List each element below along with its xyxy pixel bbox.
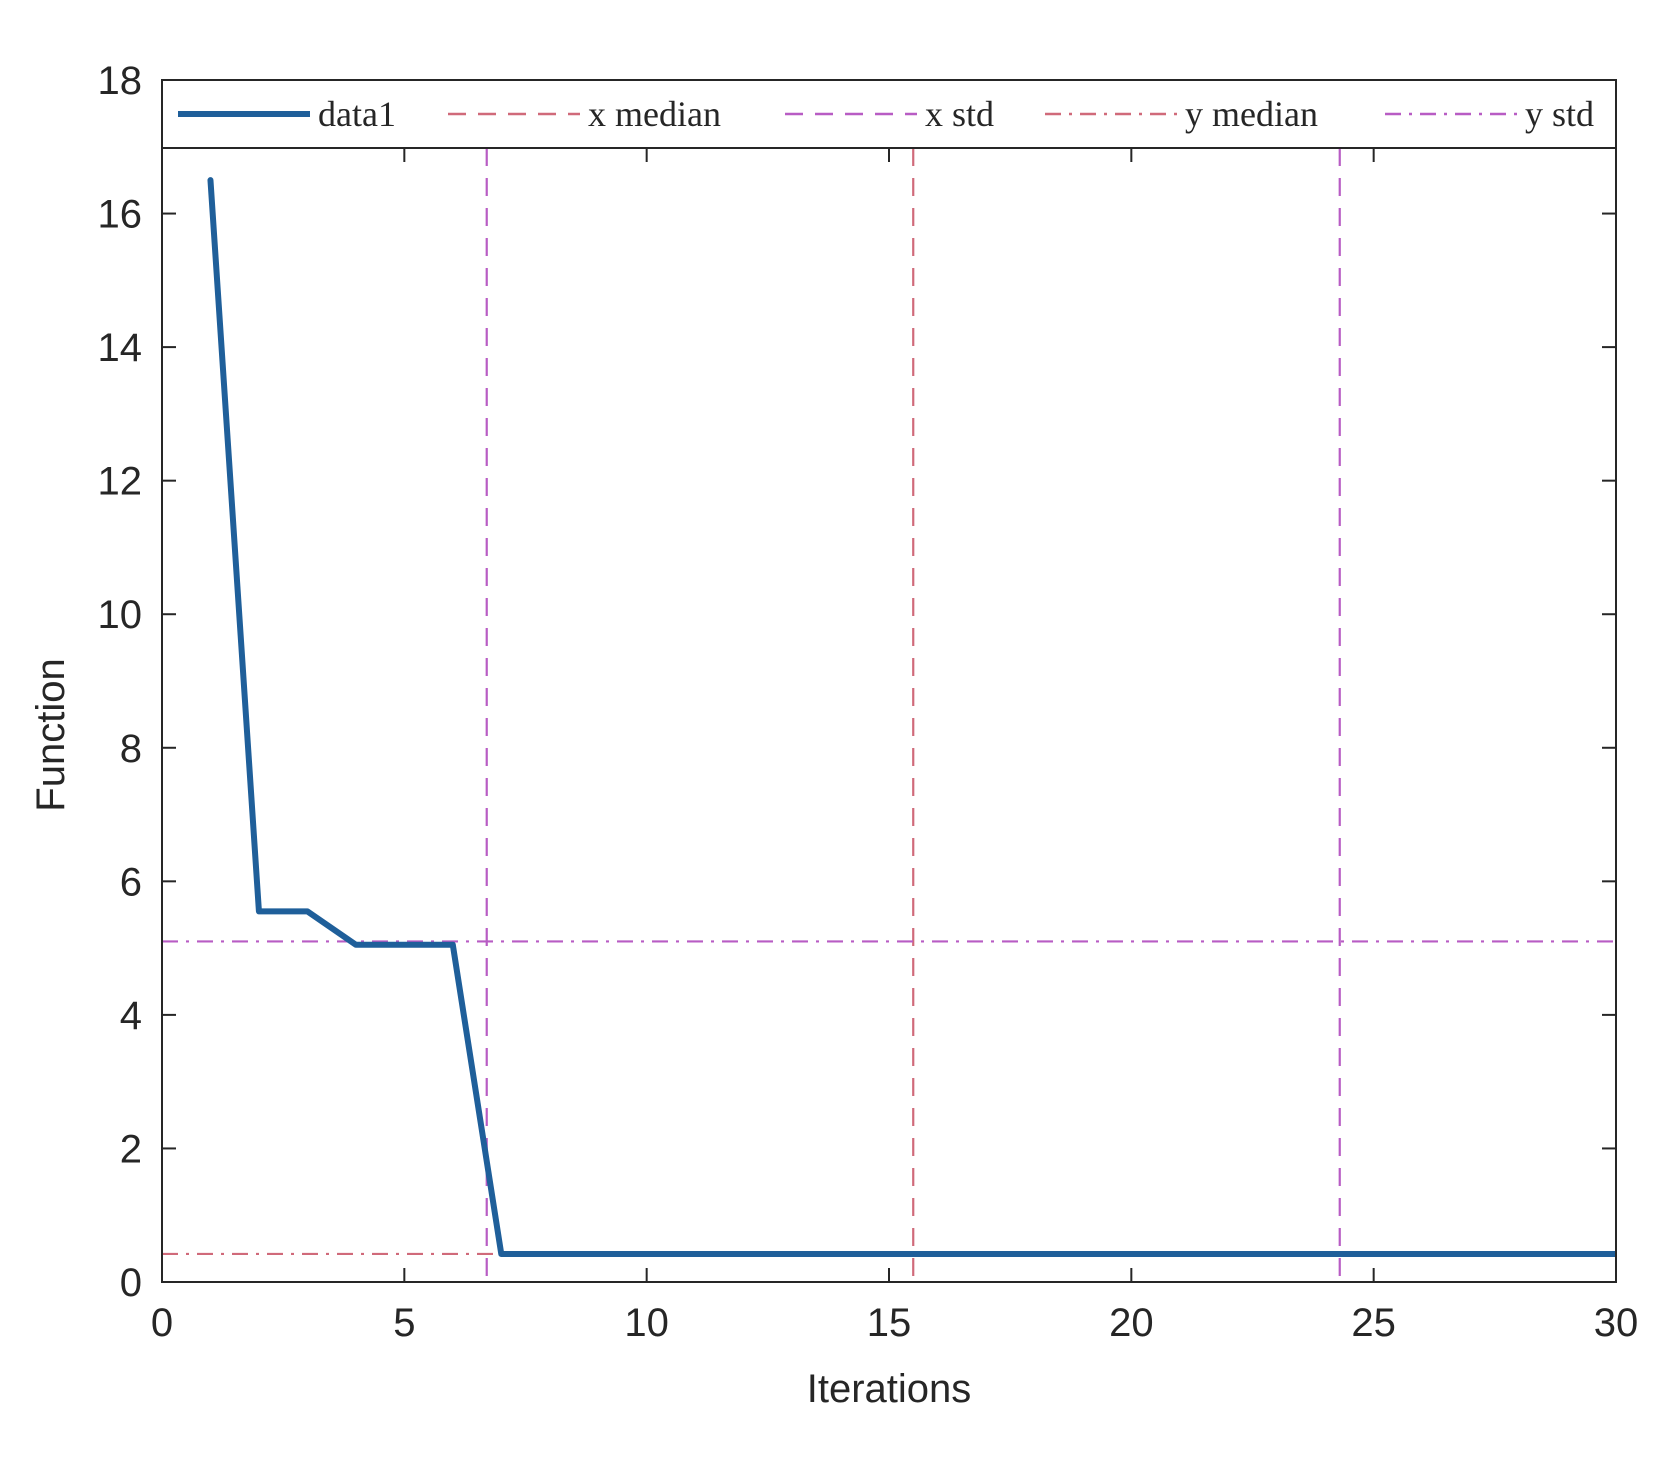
y-tick-label: 10 [98,593,143,637]
x-tick-label: 0 [151,1301,173,1345]
y-tick-label: 16 [98,193,143,237]
legend-label-y-std: y std [1525,94,1594,134]
y-tick-label: 8 [120,727,142,771]
x-tick-label: 15 [867,1301,912,1345]
legend-label-data1: data1 [318,94,396,134]
y-tick-label: 18 [98,59,143,103]
reference-lines [162,148,1616,1282]
y-tick-label: 0 [120,1261,142,1305]
x-tick-label: 20 [1109,1301,1154,1345]
x-tick-label: 25 [1351,1301,1396,1345]
y-axis-label: Function [29,658,73,811]
y-tick-label: 2 [120,1127,142,1171]
y-tick-label: 4 [120,994,142,1038]
legend: data1 x median x std y median y std [161,79,1617,149]
plot-frame [161,79,1617,1283]
legend-label-x-median: x median [588,94,721,134]
y-tick-label: 6 [120,860,142,904]
axes: 0 5 10 15 20 25 30 0 2 4 6 8 10 12 14 16 18 [98,59,1639,1345]
x-axis-label: Iterations [807,1367,972,1411]
x-tick-label: 10 [624,1301,669,1345]
series-line-data1 [207,177,1616,1257]
legend-label-x-std: x std [925,94,994,134]
series-lines [207,177,1616,1257]
y-tick-label: 12 [98,460,143,504]
legend-label-y-median: y median [1185,94,1318,134]
x-tick-label: 30 [1594,1301,1639,1345]
y-tick-label: 14 [98,326,143,370]
x-tick-label: 5 [393,1301,415,1345]
